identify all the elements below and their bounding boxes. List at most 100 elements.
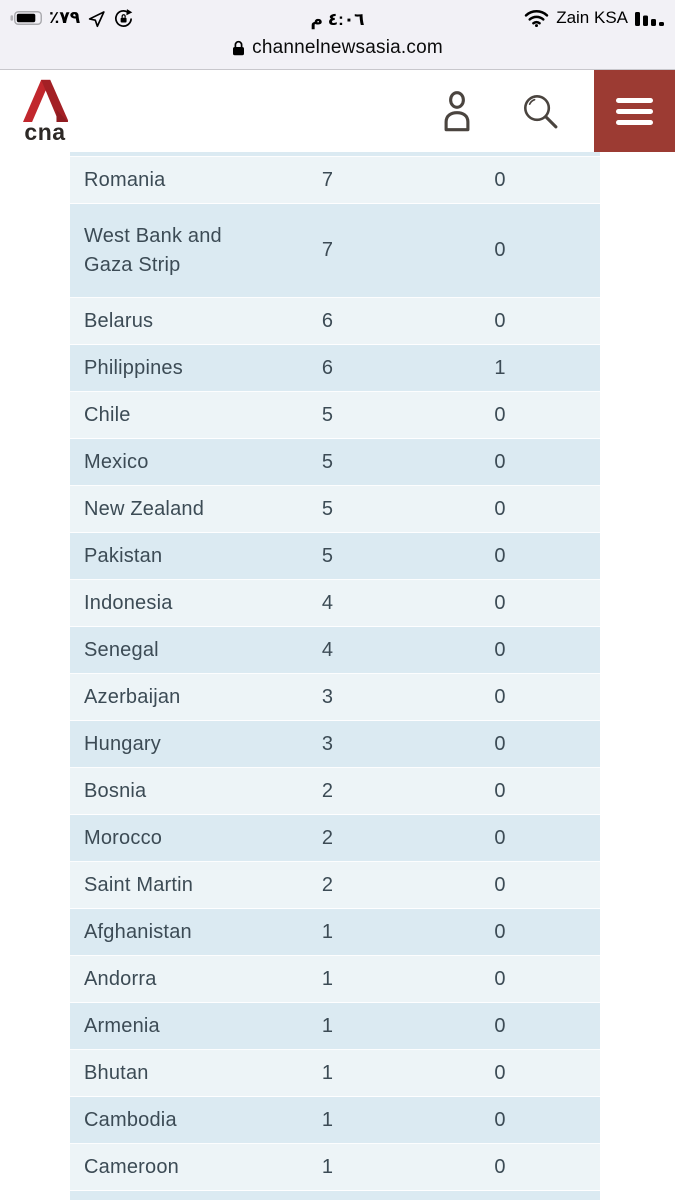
table-row: Armenia 1 0 xyxy=(70,1003,600,1050)
table-row: Romania 7 0 xyxy=(70,157,600,204)
value-2: 0 xyxy=(494,544,506,567)
status-row: ٪٧٩ م ٤:٠٦ xyxy=(0,0,675,30)
value-2: 0 xyxy=(494,826,506,849)
value-1: 7 xyxy=(321,168,334,191)
menu-button[interactable] xyxy=(594,70,675,152)
status-bar: ٪٧٩ م ٤:٠٦ xyxy=(0,0,675,70)
value-2: 0 xyxy=(494,450,506,473)
search-button[interactable] xyxy=(520,91,560,131)
value-1: 1 xyxy=(321,920,334,943)
value-1: 3 xyxy=(321,685,334,708)
value-1: 6 xyxy=(321,309,334,332)
value-2: 0 xyxy=(494,967,506,990)
value-2: 1 xyxy=(494,356,506,379)
value-1: 1 xyxy=(321,1061,334,1084)
value-2: 0 xyxy=(494,1061,506,1084)
cna-logo-word: cna xyxy=(24,119,66,145)
table-row: Colombia 1 0 xyxy=(70,1191,600,1200)
value-1: 5 xyxy=(321,450,334,473)
country-name: Belarus xyxy=(84,309,154,332)
value-1: 5 xyxy=(321,544,334,567)
status-right-cluster: Zain KSA xyxy=(524,8,665,28)
value-2: 0 xyxy=(494,403,506,426)
partial-row-top xyxy=(70,152,600,157)
table-row: West Bank and Gaza Strip 7 0 xyxy=(70,204,600,298)
battery-icon xyxy=(10,11,42,25)
table-row: Indonesia 4 0 xyxy=(70,580,600,627)
status-time: م ٤:٠٦ xyxy=(310,10,365,29)
value-2: 0 xyxy=(494,779,506,802)
rotation-lock-icon xyxy=(113,8,134,29)
value-1: 1 xyxy=(321,1108,334,1131)
value-1: 1 xyxy=(321,1155,334,1178)
url-bar[interactable]: channelnewsasia.com xyxy=(0,32,675,64)
table-row: Cambodia 1 0 xyxy=(70,1097,600,1144)
value-1: 5 xyxy=(321,403,334,426)
country-name: Indonesia xyxy=(84,591,173,614)
table-row: Cameroon 1 0 xyxy=(70,1144,600,1191)
value-1: 6 xyxy=(321,356,334,379)
value-1: 2 xyxy=(321,826,334,849)
cases-table-body: Romania 7 0 West Bank and Gaza Strip 7 0… xyxy=(70,157,600,1200)
country-name: New Zealand xyxy=(84,497,205,520)
table-row: Afghanistan 1 0 xyxy=(70,909,600,956)
table-row: Andorra 1 0 xyxy=(70,956,600,1003)
value-2: 0 xyxy=(494,591,506,614)
value-1: 7 xyxy=(321,239,334,261)
country-name: Pakistan xyxy=(84,544,163,567)
value-1: 4 xyxy=(321,591,334,614)
status-left-cluster: ٪٧٩ xyxy=(10,8,134,29)
padlock-icon xyxy=(232,40,245,56)
country-name: Cambodia xyxy=(84,1108,177,1131)
table-row: Hungary 3 0 xyxy=(70,721,600,768)
country-name: Azerbaijan xyxy=(84,685,181,708)
value-2: 0 xyxy=(494,1155,506,1178)
country-name: Bhutan xyxy=(84,1061,149,1084)
country-name: Chile xyxy=(84,403,131,426)
table-row: New Zealand 5 0 xyxy=(70,486,600,533)
value-2: 0 xyxy=(494,638,506,661)
value-2: 0 xyxy=(494,685,506,708)
battery-percent-label: ٪٧٩ xyxy=(49,8,81,28)
country-name: Andorra xyxy=(84,967,157,990)
table-row: Belarus 6 0 xyxy=(70,298,600,345)
table-row: Morocco 2 0 xyxy=(70,815,600,862)
value-1: 1 xyxy=(321,967,334,990)
value-2: 0 xyxy=(494,920,506,943)
hamburger-icon xyxy=(616,97,653,103)
value-1: 1 xyxy=(321,1014,334,1037)
value-2: 0 xyxy=(494,1014,506,1037)
value-1: 3 xyxy=(321,732,334,755)
table-row: Senegal 4 0 xyxy=(70,627,600,674)
country-name: Romania xyxy=(84,168,166,191)
value-1: 5 xyxy=(321,497,334,520)
country-name: Saint Martin xyxy=(84,873,194,896)
value-1: 4 xyxy=(321,638,334,661)
country-name: Afghanistan xyxy=(84,920,192,943)
country-name: Philippines xyxy=(84,356,183,379)
country-name: Hungary xyxy=(84,732,161,755)
country-name: Morocco xyxy=(84,826,163,849)
country-name: Mexico xyxy=(84,450,149,473)
cellular-signal-icon xyxy=(635,11,665,26)
value-2: 0 xyxy=(494,309,506,332)
country-name: Armenia xyxy=(84,1014,160,1037)
table-row: Azerbaijan 3 0 xyxy=(70,674,600,721)
value-2: 0 xyxy=(494,873,506,896)
account-button[interactable] xyxy=(438,90,476,132)
table-row: Bhutan 1 0 xyxy=(70,1050,600,1097)
country-name: West Bank and Gaza Strip xyxy=(84,224,222,276)
cna-logo[interactable]: cna xyxy=(16,78,74,144)
table-row: Mexico 5 0 xyxy=(70,439,600,486)
site-header: cna xyxy=(0,70,675,152)
table-row: Chile 5 0 xyxy=(70,392,600,439)
value-2: 0 xyxy=(494,1108,506,1131)
search-icon xyxy=(520,91,560,131)
country-name: Senegal xyxy=(84,638,159,661)
value-2: 0 xyxy=(494,497,506,520)
table-row: Saint Martin 2 0 xyxy=(70,862,600,909)
wifi-icon xyxy=(524,9,549,27)
country-name: Cameroon xyxy=(84,1155,179,1178)
table-row: Pakistan 5 0 xyxy=(70,533,600,580)
